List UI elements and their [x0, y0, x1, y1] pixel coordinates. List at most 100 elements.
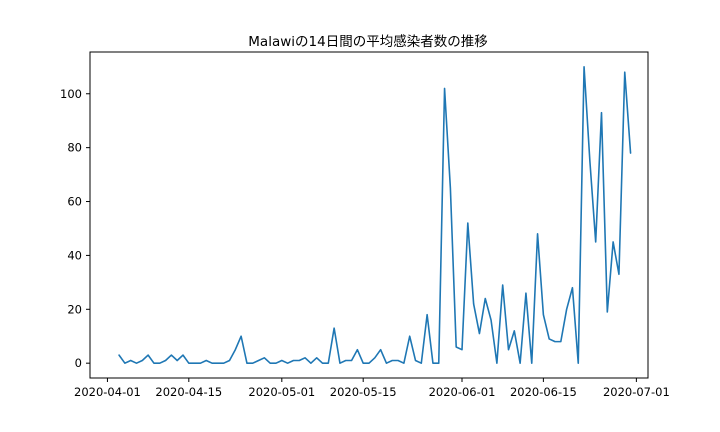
data-point [479, 333, 481, 335]
data-point [455, 346, 457, 348]
data-point [223, 362, 225, 364]
data-point [229, 360, 231, 362]
data-point [403, 362, 405, 364]
data-point [275, 362, 277, 364]
data-point [362, 362, 364, 364]
plot-frame [89, 51, 649, 379]
data-point [531, 362, 533, 364]
data-point [502, 284, 504, 286]
data-point [566, 308, 568, 310]
data-point [484, 298, 486, 300]
data-point [171, 354, 173, 356]
data-point [473, 303, 475, 305]
data-point [339, 362, 341, 364]
data-point [432, 362, 434, 364]
data-point [630, 152, 632, 154]
data-point [351, 360, 353, 362]
data-point [211, 362, 213, 364]
series-line [118, 66, 632, 364]
data-point [310, 362, 312, 364]
y-tick-label: 0 [75, 356, 82, 370]
data-point [461, 349, 463, 351]
data-point [624, 71, 626, 73]
data-point [136, 362, 138, 364]
data-point [293, 360, 295, 362]
data-point [589, 160, 591, 162]
data-point [182, 354, 184, 356]
data-point [281, 360, 283, 362]
x-tick-label: 2020-07-01 [603, 385, 670, 399]
data-point [333, 327, 335, 329]
data-point [368, 362, 370, 364]
data-point [554, 341, 556, 343]
data-point [124, 362, 126, 364]
data-point [438, 362, 440, 364]
data-point [118, 354, 120, 356]
data-point [345, 360, 347, 362]
data-point [147, 354, 149, 356]
data-point [618, 273, 620, 275]
data-point [328, 362, 330, 364]
data-point [595, 241, 597, 243]
data-point [142, 360, 144, 362]
data-point [560, 341, 562, 343]
data-point [188, 362, 190, 364]
x-tick-label: 2020-04-01 [74, 385, 141, 399]
data-point [194, 362, 196, 364]
data-point [235, 349, 237, 351]
data-point [548, 338, 550, 340]
data-point [246, 362, 248, 364]
data-point [298, 360, 300, 362]
data-point [508, 349, 510, 351]
data-point [601, 112, 603, 114]
data-point [415, 360, 417, 362]
data-point [357, 349, 359, 351]
data-point [612, 241, 614, 243]
data-point [490, 319, 492, 321]
data-point [519, 362, 521, 364]
data-point [409, 335, 411, 337]
data-point [316, 357, 318, 359]
data-point [217, 362, 219, 364]
x-tick-label: 2020-04-15 [155, 385, 222, 399]
x-tick-label: 2020-05-01 [248, 385, 315, 399]
data-point [467, 222, 469, 224]
data-point [165, 360, 167, 362]
data-point [421, 362, 423, 364]
data-point [514, 330, 516, 332]
data-point [525, 292, 527, 294]
data-point [444, 88, 446, 90]
data-point [159, 362, 161, 364]
data-point [583, 66, 585, 68]
data-point [269, 362, 271, 364]
data-point [391, 360, 393, 362]
data-point [205, 360, 207, 362]
data-point [130, 360, 132, 362]
x-tick-label: 2020-06-01 [429, 385, 496, 399]
data-point [287, 362, 289, 364]
data-point [322, 362, 324, 364]
data-point [153, 362, 155, 364]
y-tick-label: 20 [67, 302, 82, 316]
data-point [252, 362, 254, 364]
data-point [543, 314, 545, 316]
data-point [577, 362, 579, 364]
data-point [304, 357, 306, 359]
data-point [426, 314, 428, 316]
data-point [496, 362, 498, 364]
data-point [397, 360, 399, 362]
y-tick-label: 100 [60, 87, 82, 101]
chart-title: Malawiの14日間の平均感染者数の推移 [248, 33, 487, 50]
y-tick-label: 40 [67, 248, 82, 262]
data-point [200, 362, 202, 364]
data-point [572, 287, 574, 289]
data-point [380, 349, 382, 351]
data-point [264, 357, 266, 359]
data-point [537, 233, 539, 235]
data-point [450, 187, 452, 189]
x-tick-label: 2020-06-15 [510, 385, 577, 399]
data-point [386, 362, 388, 364]
data-point [240, 335, 242, 337]
